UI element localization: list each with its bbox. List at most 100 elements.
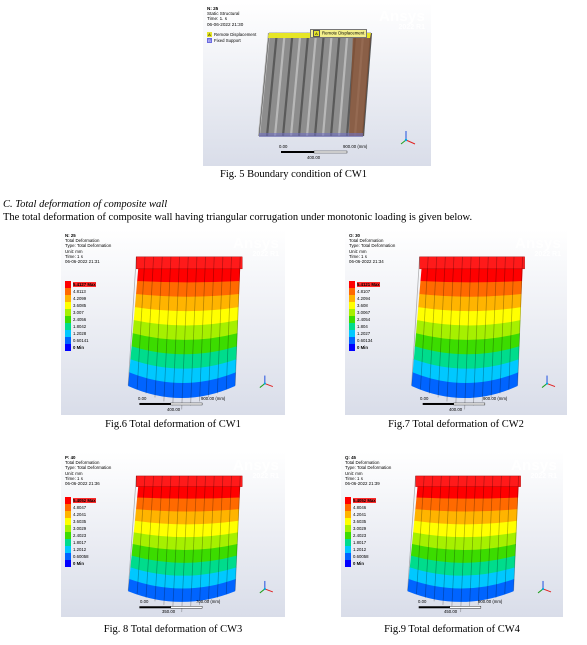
legend-label: 4.8107 bbox=[357, 289, 371, 294]
header-line: N: 25 bbox=[65, 233, 76, 238]
header-line: N: 25 bbox=[207, 6, 219, 11]
fig5-wall-model bbox=[257, 32, 416, 154]
bc-tag-on-model: A Remote Displacement bbox=[310, 29, 368, 38]
legend-label: 3.007 bbox=[73, 310, 84, 315]
corrugation-rib bbox=[321, 32, 333, 137]
scale-right: 900.00 (mm) bbox=[343, 144, 368, 149]
header-line: Time: 1 s bbox=[65, 475, 83, 481]
brand-name: Ansys bbox=[514, 235, 561, 252]
contour-band bbox=[408, 567, 515, 590]
triad-icon bbox=[400, 131, 416, 145]
legend-swatch bbox=[345, 560, 351, 567]
scale-right: 900.00 (mm) bbox=[483, 396, 508, 401]
triad-icon bbox=[541, 375, 556, 388]
contour-band bbox=[409, 555, 516, 577]
legend-swatch bbox=[349, 295, 355, 302]
fig8-panel: P: 40 Total Deformation Type: Total Defo… bbox=[61, 452, 285, 617]
corrugation-rib bbox=[154, 256, 163, 398]
legend-label: 5.4052 Max bbox=[73, 498, 96, 503]
legend-swatch bbox=[349, 316, 355, 323]
top-cap bbox=[136, 475, 243, 487]
scale-right: 700.00 (mm) bbox=[196, 599, 221, 604]
bc-a-label: Remote Displacement bbox=[214, 32, 257, 37]
header-line: Time: 1 s bbox=[349, 253, 367, 259]
legend-label: 4.2041 bbox=[353, 512, 367, 517]
legend-label: 1.8017 bbox=[73, 540, 87, 545]
legend-swatch bbox=[349, 281, 355, 288]
legend-swatch bbox=[349, 309, 355, 316]
legend-swatch bbox=[349, 302, 355, 309]
contour-band bbox=[134, 509, 240, 525]
corrugation-rib bbox=[513, 475, 519, 591]
corrugation-rib bbox=[289, 32, 302, 137]
scale-mid: 400.00 bbox=[307, 155, 321, 160]
legend-label: 0 Min bbox=[73, 561, 84, 566]
legend-label: 1.2027 bbox=[357, 331, 371, 336]
scale-bar bbox=[139, 606, 203, 609]
corrugation-rib bbox=[495, 475, 502, 598]
legend-swatch bbox=[65, 560, 71, 567]
contour-band bbox=[415, 320, 521, 341]
scale-right: 900.00 (mm) bbox=[201, 396, 226, 401]
header-line: Q: 45 bbox=[345, 455, 356, 460]
contour-band bbox=[131, 544, 238, 564]
corrugation-rib bbox=[225, 256, 232, 390]
legend-swatch bbox=[349, 337, 355, 344]
legend-label: 4.2041 bbox=[73, 512, 87, 517]
contour-band bbox=[132, 532, 238, 551]
contour-band bbox=[411, 532, 517, 551]
fig7-header: O: 30 Total Deformation Type: Total Defo… bbox=[349, 233, 395, 264]
scale-bar bbox=[422, 402, 486, 406]
legend-label: 1.804 bbox=[357, 324, 368, 329]
corrugation-rib bbox=[199, 475, 206, 605]
corrugation-rib bbox=[234, 256, 241, 386]
legend-label: 4.2099 bbox=[73, 296, 87, 301]
corrugation-rib bbox=[486, 475, 494, 602]
header-line: Unit: mm bbox=[345, 470, 363, 476]
scale-mid: 400.00 bbox=[167, 407, 181, 412]
top-cap bbox=[136, 256, 243, 270]
corrugation-rib bbox=[190, 475, 198, 609]
legend-swatch bbox=[65, 504, 71, 511]
corrugation-rib bbox=[172, 475, 180, 609]
corrugation-rib bbox=[477, 475, 485, 605]
legend-label: 3.6035 bbox=[353, 519, 367, 524]
legend-label: 1.2028 bbox=[73, 331, 87, 336]
legend-swatch bbox=[345, 525, 351, 532]
fig6-header: N: 25 Total Deformation Type: Total Defo… bbox=[65, 233, 111, 264]
fig5-header: N: 25 Static Structural Time: 1. s 06-06… bbox=[207, 6, 243, 27]
corrugation-rib bbox=[446, 256, 455, 402]
tag-a-marker: A bbox=[313, 30, 320, 37]
corrugation-rib bbox=[473, 256, 481, 406]
legend-swatch bbox=[65, 344, 71, 351]
legend-swatch bbox=[345, 511, 351, 518]
legend-swatch bbox=[345, 504, 351, 511]
legend-swatch bbox=[65, 323, 71, 330]
brand-name: Ansys bbox=[232, 457, 279, 474]
legend-label: 0 Min bbox=[73, 345, 84, 350]
contour-band bbox=[133, 307, 239, 327]
contour-band bbox=[418, 294, 522, 312]
header-line: Unit: mm bbox=[349, 248, 367, 254]
legend-label: 5.4052 Max bbox=[353, 498, 376, 503]
header-line: 06-06-2022 21:39 bbox=[345, 481, 380, 487]
legend-swatch bbox=[65, 337, 71, 344]
header-line: Time: 1 s bbox=[65, 253, 83, 259]
header-line: Total Deformation bbox=[345, 460, 380, 466]
fig8-header: P: 40 Total Deformation Type: Total Defo… bbox=[65, 455, 111, 486]
contour-band bbox=[412, 359, 519, 384]
header-line: Type: Total Deformation bbox=[65, 243, 112, 249]
header-line: 06-06-2022 21:34 bbox=[349, 259, 384, 265]
corrugation-rib bbox=[313, 32, 326, 137]
header-line: Type: Total Deformation bbox=[65, 465, 112, 471]
legend-swatch bbox=[345, 497, 351, 504]
legend-label: 3.6035 bbox=[73, 519, 87, 524]
fig7-deformation-model bbox=[411, 256, 556, 410]
header-line: 06-06-2022 21:30 bbox=[207, 21, 244, 27]
legend-label: 1.2012 bbox=[73, 547, 87, 552]
legend-label: 3.608 bbox=[357, 303, 368, 308]
legend-swatch bbox=[65, 281, 71, 288]
legend-swatch bbox=[349, 323, 355, 330]
corrugation-rib bbox=[490, 256, 498, 398]
corrugation-rib bbox=[297, 32, 310, 137]
